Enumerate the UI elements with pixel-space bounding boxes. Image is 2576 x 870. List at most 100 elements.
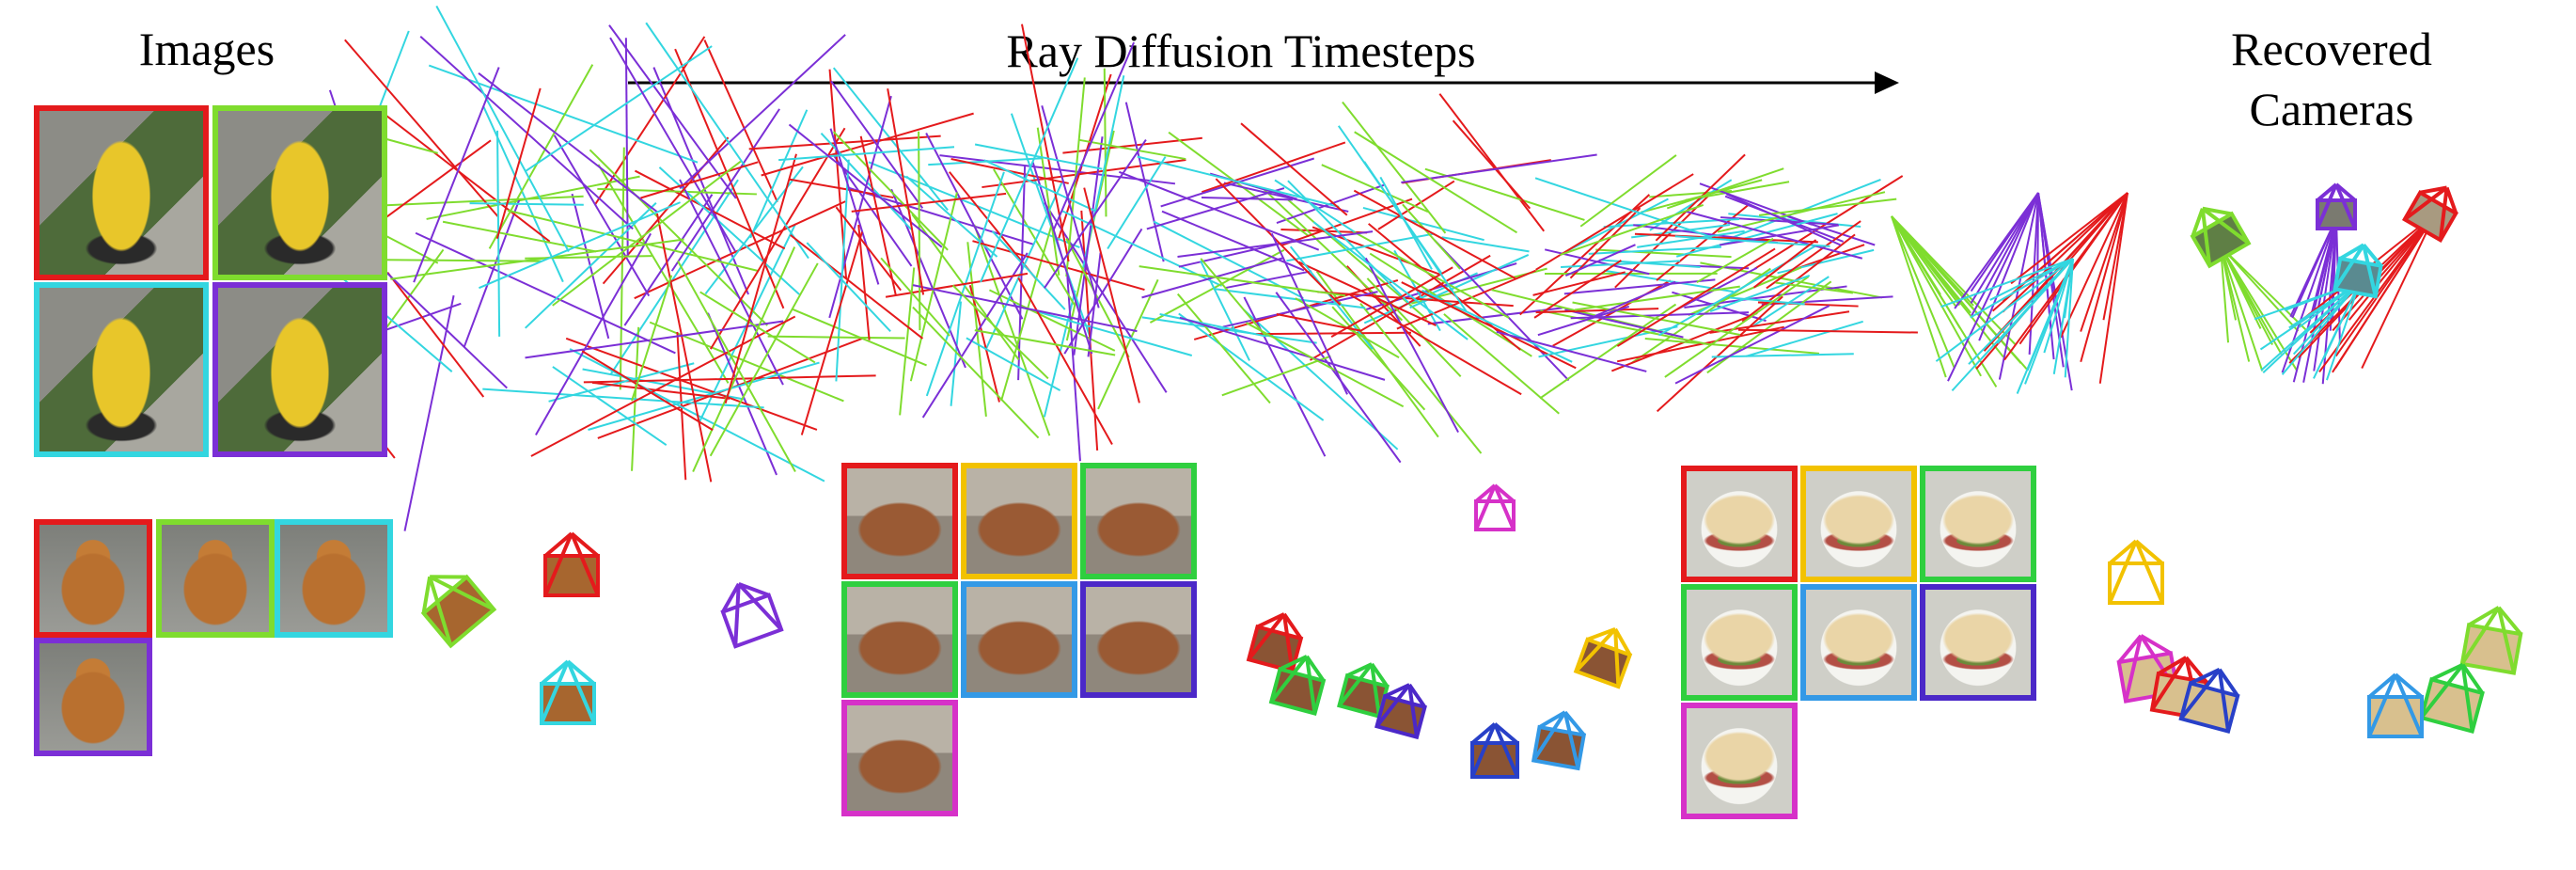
recovered-camera-edge xyxy=(2362,244,2383,267)
teddy-photo xyxy=(39,525,147,632)
diffusion-ray-t2 xyxy=(1225,270,1312,290)
diffusion-ray-t2 xyxy=(1354,131,1518,234)
diffusion-ray-t0 xyxy=(386,272,485,398)
recovered-camera-edge xyxy=(2201,207,2250,245)
fire-hydrant-image-3 xyxy=(34,282,209,457)
diffusion-ray-t0 xyxy=(479,201,681,290)
diffusion-ray-t0 xyxy=(608,24,737,199)
converged-ray xyxy=(1891,215,1947,378)
diffusion-ray-t3 xyxy=(1564,308,1684,339)
converged-ray xyxy=(1935,258,2074,362)
diffusion-ray-t0 xyxy=(602,136,730,285)
diffusion-ray-t2 xyxy=(1353,230,1510,319)
sandwich-camera-edge xyxy=(2157,656,2188,676)
couch-camera-edge xyxy=(1531,711,1567,762)
diffusion-ray-t3 xyxy=(1564,244,1636,277)
diffusion-ray-t2 xyxy=(1289,245,1374,350)
diffusion-ray-t1 xyxy=(829,128,880,285)
diffusion-ray-t0 xyxy=(724,153,797,404)
couch-camera xyxy=(1374,683,1427,740)
diffusion-ray-t2 xyxy=(1366,277,1462,378)
hydrant-photo xyxy=(39,288,203,451)
diffusion-ray-t0 xyxy=(463,199,521,348)
diffusion-ray-t2 xyxy=(1159,313,1266,338)
diffusion-ray-t2 xyxy=(1200,260,1250,361)
diffusion-ray-t3 xyxy=(1675,213,1838,258)
diffusion-ray-t2 xyxy=(1270,232,1348,395)
diffusion-ray-t2 xyxy=(1286,232,1435,262)
diffusion-ray-t3 xyxy=(1706,280,1832,374)
diffusion-ray-t1 xyxy=(1031,161,1093,355)
teddy-photo xyxy=(162,525,269,632)
recovered-camera-edge xyxy=(2200,208,2212,266)
diffusion-ray-t2 xyxy=(1176,293,1271,404)
sandwich-camera-edge xyxy=(2394,673,2424,737)
diffusion-ray-t1 xyxy=(966,337,1061,392)
diffusion-ray-t3 xyxy=(1563,278,1716,295)
diffusion-ray-t1 xyxy=(982,158,1186,189)
diffusion-ray-t1 xyxy=(767,335,905,340)
diffusion-ray-t0 xyxy=(710,127,846,350)
diffusion-ray-t3 xyxy=(1540,309,1710,346)
diffusion-ray-t0 xyxy=(488,64,594,249)
diffusion-ray-t2 xyxy=(1223,182,1349,213)
diffusion-ray-t0 xyxy=(375,106,551,243)
converged-ray xyxy=(1970,258,2074,319)
diffusion-ray-t2 xyxy=(1215,178,1342,306)
teddy-camera xyxy=(720,582,784,649)
diffusion-ray-t3 xyxy=(1666,167,1784,210)
diffusion-ray-t0 xyxy=(624,38,629,256)
diffusion-ray-t3 xyxy=(1535,308,1659,314)
recovered-camera xyxy=(2316,182,2357,230)
couch-camera-edge xyxy=(1279,655,1308,672)
diffusion-ray-t0 xyxy=(469,202,584,206)
diffusion-ray-t2 xyxy=(1274,179,1357,234)
converged-ray xyxy=(1970,192,2039,304)
couch-photo xyxy=(847,705,952,811)
teddy-camera-edge xyxy=(428,576,453,647)
diffusion-ray-t3 xyxy=(1594,280,1676,318)
diffusion-ray-t1 xyxy=(1044,201,1168,393)
couch-camera-edge xyxy=(1282,612,1303,640)
converged-ray xyxy=(2102,192,2128,321)
diffusion-ray-t2 xyxy=(1287,198,1428,321)
sandwich-photo xyxy=(1925,590,2031,695)
diffusion-ray-t3 xyxy=(1533,259,1622,319)
couch-camera xyxy=(1474,483,1516,531)
diffusion-ray-t2 xyxy=(1287,180,1410,304)
diffusion-ray-t1 xyxy=(974,329,1116,356)
diffusion-ray-t2 xyxy=(1422,289,1573,363)
diffusion-ray-t3 xyxy=(1565,198,1669,253)
diffusion-ray-t3 xyxy=(1572,301,1741,336)
diffusion-ray-t2 xyxy=(1402,203,1461,270)
recovered-camera-edge xyxy=(2403,185,2448,221)
diffusion-ray-t0 xyxy=(609,37,736,252)
diffusion-ray-t0 xyxy=(619,147,625,390)
recovered-cameras-title: Recovered Cameras xyxy=(2231,23,2432,135)
sandwich-image-7 xyxy=(1681,703,1798,819)
sandwich-camera-edge xyxy=(2150,656,2188,711)
diffusion-ray-t0 xyxy=(535,232,652,435)
diffusion-ray-t3 xyxy=(1720,216,1838,226)
sandwich-camera-edge xyxy=(2108,540,2138,604)
teddy-camera xyxy=(540,659,596,725)
couch-camera-edge xyxy=(1470,722,1497,778)
couch-camera-edge xyxy=(1493,722,1519,745)
diffusion-ray-t0 xyxy=(548,362,695,403)
diffusion-ray-t0 xyxy=(597,187,757,196)
diffusion-ray-t0 xyxy=(428,64,699,164)
sandwich-camera-edge xyxy=(2460,663,2485,695)
teddy-camera-edge xyxy=(543,531,573,558)
converged-ray xyxy=(1970,192,2039,293)
couch-camera xyxy=(1337,662,1390,720)
couch-camera-edge xyxy=(1563,710,1586,736)
diffusion-ray-t2 xyxy=(1200,258,1267,338)
diffusion-ray-t3 xyxy=(1595,248,1732,259)
couch-camera xyxy=(1470,722,1519,779)
converged-ray xyxy=(1891,215,1982,377)
diffusion-ray-t3 xyxy=(1535,173,1694,271)
diffusion-ray-t1 xyxy=(1000,222,1054,402)
diffusion-ray-t2 xyxy=(1330,266,1453,339)
couch-camera-edge xyxy=(1370,662,1390,688)
couch-camera-edge xyxy=(1493,484,1516,530)
